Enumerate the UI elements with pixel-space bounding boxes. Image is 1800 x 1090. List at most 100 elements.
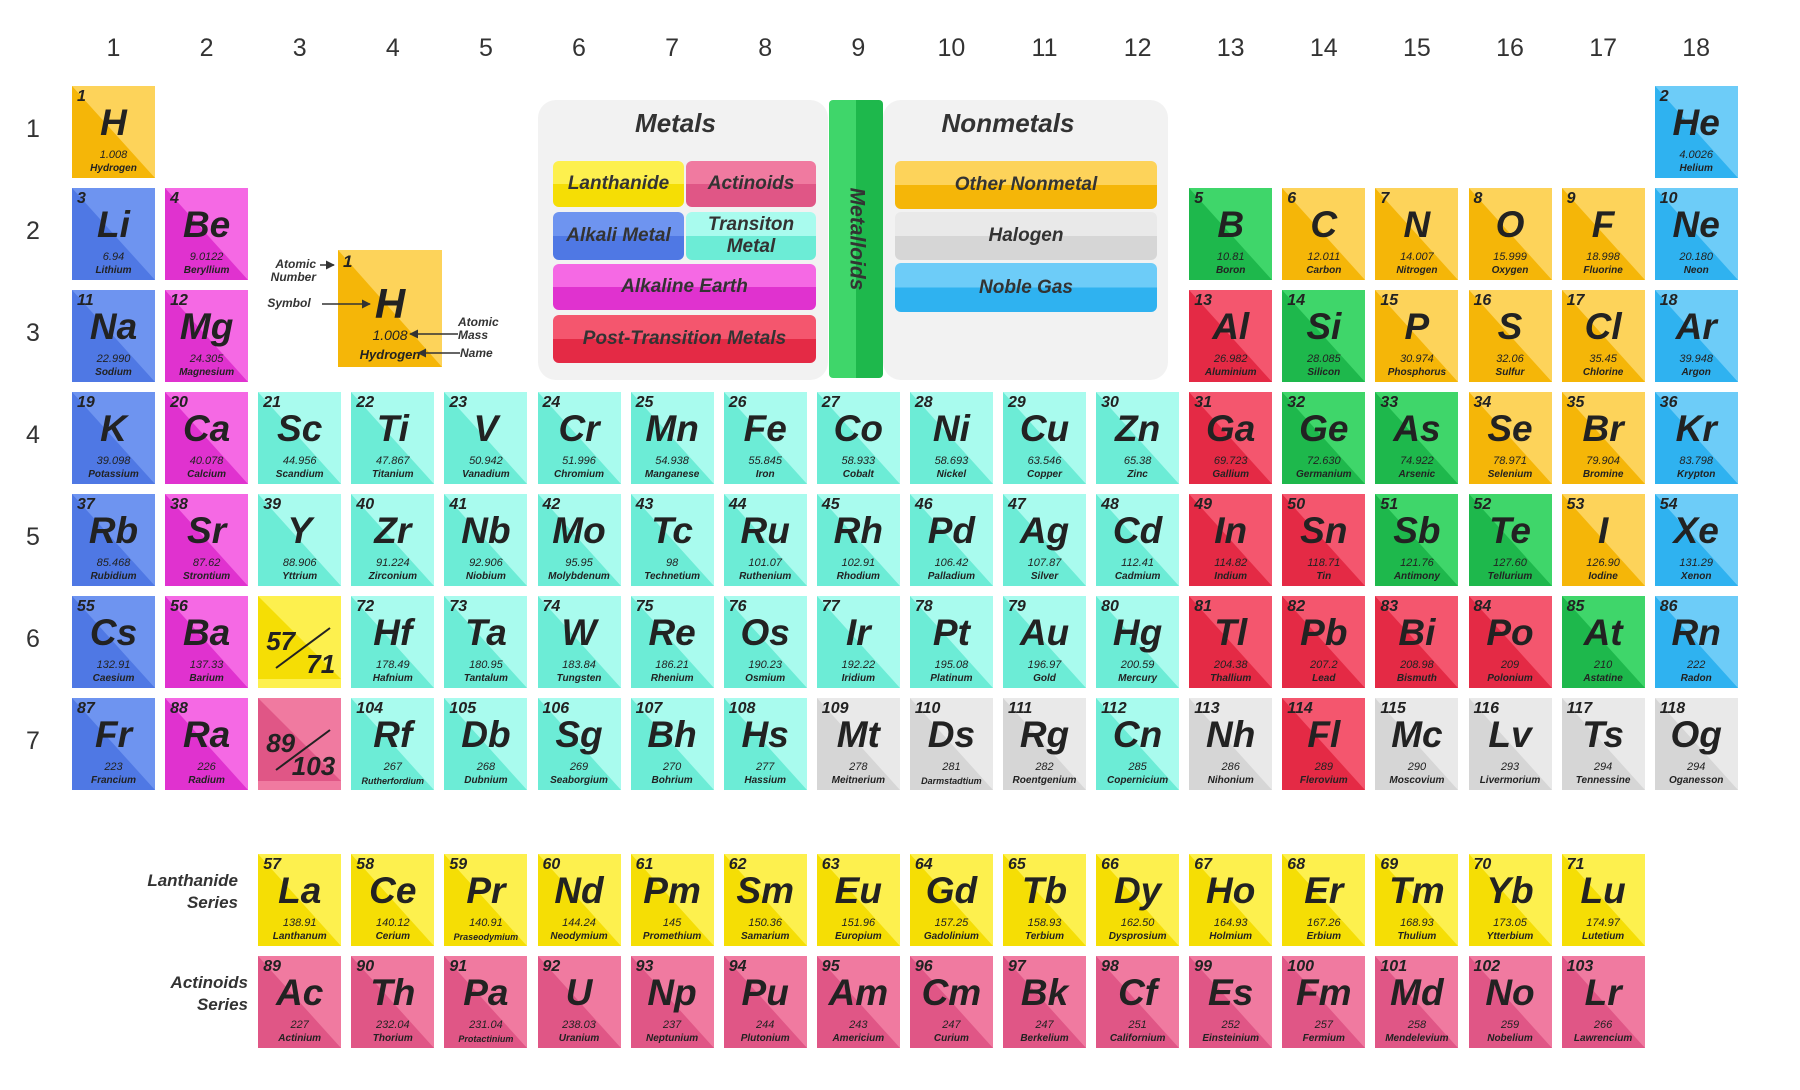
element-mt[interactable]: 109 Mt 278 Meitnerium bbox=[816, 698, 900, 790]
element-rn[interactable]: 86 Rn 222 Radon bbox=[1654, 596, 1738, 688]
element-la[interactable]: 57 La 138.91 Lanthanum bbox=[258, 854, 342, 946]
element-eu[interactable]: 63 Eu 151.96 Europium bbox=[816, 854, 900, 946]
element-p[interactable]: 15 P 30.974 Phosphorus bbox=[1375, 290, 1459, 382]
element-ds[interactable]: 110 Ds 281 Darmstadtium bbox=[909, 698, 993, 790]
element-pt[interactable]: 78 Pt 195.08 Platinum bbox=[909, 596, 993, 688]
element-be[interactable]: 4 Be 9.0122 Beryllium bbox=[165, 188, 249, 280]
element-cn[interactable]: 112 Cn 285 Copernicium bbox=[1096, 698, 1180, 790]
element-nh[interactable]: 113 Nh 286 Nihonium bbox=[1189, 698, 1273, 790]
element-re[interactable]: 75 Re 186.21 Rhenium bbox=[630, 596, 714, 688]
element-pm[interactable]: 61 Pm 145 Promethium bbox=[630, 854, 714, 946]
element-tb[interactable]: 65 Tb 158.93 Terbium bbox=[1003, 854, 1086, 946]
element-ga[interactable]: 31 Ga 69.723 Gallium bbox=[1189, 392, 1273, 484]
element-hs[interactable]: 108 Hs 277 Hassium bbox=[723, 698, 807, 790]
element-sr[interactable]: 38 Sr 87.62 Strontium bbox=[165, 494, 249, 586]
element-dy[interactable]: 66 Dy 162.50 Dysprosium bbox=[1096, 854, 1180, 946]
element-se[interactable]: 34 Se 78.971 Selenium bbox=[1468, 392, 1552, 484]
element-gd[interactable]: 64 Gd 157.25 Gadolinium bbox=[909, 854, 993, 946]
element-c[interactable]: 6 C 12.011 Carbon bbox=[1282, 188, 1366, 280]
element-os[interactable]: 76 Os 190.23 Osmium bbox=[723, 596, 807, 688]
element-sm[interactable]: 62 Sm 150.36 Samarium bbox=[723, 854, 807, 946]
element-ts[interactable]: 117 Ts 294 Tennessine bbox=[1561, 698, 1645, 790]
element-ti[interactable]: 22 Ti 47.867 Titanium bbox=[351, 392, 435, 484]
element-xe[interactable]: 54 Xe 131.29 Xenon bbox=[1654, 494, 1738, 586]
element-bh[interactable]: 107 Bh 270 Bohrium bbox=[630, 698, 714, 790]
element-si[interactable]: 14 Si 28.085 Silicon bbox=[1282, 290, 1366, 382]
element-br[interactable]: 35 Br 79.904 Bromine bbox=[1561, 392, 1645, 484]
element-mo[interactable]: 42 Mo 95.95 Molybdenum bbox=[537, 494, 621, 586]
element-he[interactable]: 2 He 4.0026 Helium bbox=[1654, 86, 1738, 178]
element-zn[interactable]: 30 Zn 65.38 Zinc bbox=[1096, 392, 1180, 484]
element-pu[interactable]: 94 Pu 244 Plutonium bbox=[723, 956, 807, 1048]
element-y[interactable]: 39 Y 88.906 Yttrium bbox=[258, 494, 342, 586]
element-mg[interactable]: 12 Mg 24.305 Magnesium bbox=[165, 290, 249, 382]
element-es[interactable]: 99 Es 252 Einsteinium bbox=[1189, 956, 1273, 1048]
element-ge[interactable]: 32 Ge 72.630 Germanium bbox=[1282, 392, 1366, 484]
element-ne[interactable]: 10 Ne 20.180 Neon bbox=[1654, 188, 1738, 280]
element-tm[interactable]: 69 Tm 168.93 Thulium bbox=[1375, 854, 1459, 946]
element-cd[interactable]: 48 Cd 112.41 Cadmium bbox=[1096, 494, 1180, 586]
element-sc[interactable]: 21 Sc 44.956 Scandium bbox=[258, 392, 342, 484]
element-au[interactable]: 79 Au 196.97 Gold bbox=[1003, 596, 1086, 688]
element-tc[interactable]: 43 Tc 98 Technetium bbox=[630, 494, 714, 586]
element-ta[interactable]: 73 Ta 180.95 Tantalum bbox=[444, 596, 528, 688]
element-th[interactable]: 90 Th 232.04 Thorium bbox=[351, 956, 435, 1048]
element-in[interactable]: 49 In 114.82 Indium bbox=[1189, 494, 1273, 586]
element-s[interactable]: 16 S 32.06 Sulfur bbox=[1468, 290, 1552, 382]
element-cm[interactable]: 96 Cm 247 Curium bbox=[909, 956, 993, 1048]
element-nd[interactable]: 60 Nd 144.24 Neodymium bbox=[537, 854, 621, 946]
element-fr[interactable]: 87 Fr 223 Francium bbox=[72, 698, 155, 790]
element-hf[interactable]: 72 Hf 178.49 Hafnium bbox=[351, 596, 435, 688]
element-cl[interactable]: 17 Cl 35.45 Chlorine bbox=[1561, 290, 1645, 382]
element-at[interactable]: 85 At 210 Astatine bbox=[1561, 596, 1645, 688]
element-i[interactable]: 53 I 126.90 Iodine bbox=[1561, 494, 1645, 586]
element-n[interactable]: 7 N 14.007 Nitrogen bbox=[1375, 188, 1459, 280]
element-mn[interactable]: 25 Mn 54.938 Manganese bbox=[630, 392, 714, 484]
element-fl[interactable]: 114 Fl 289 Flerovium bbox=[1282, 698, 1366, 790]
element-cs[interactable]: 55 Cs 132.91 Caesium bbox=[72, 596, 155, 688]
element-te[interactable]: 52 Te 127.60 Tellurium bbox=[1468, 494, 1552, 586]
element-bi[interactable]: 83 Bi 208.98 Bismuth bbox=[1375, 596, 1459, 688]
element-no[interactable]: 102 No 259 Nobelium bbox=[1468, 956, 1552, 1048]
element-bk[interactable]: 97 Bk 247 Berkelium bbox=[1003, 956, 1086, 1048]
element-nb[interactable]: 41 Nb 92.906 Niobium bbox=[444, 494, 528, 586]
element-na[interactable]: 11 Na 22.990 Sodium bbox=[72, 290, 155, 382]
element-f[interactable]: 9 F 18.998 Fluorine bbox=[1561, 188, 1645, 280]
element-kr[interactable]: 36 Kr 83.798 Krypton bbox=[1654, 392, 1738, 484]
element-er[interactable]: 68 Er 167.26 Erbium bbox=[1282, 854, 1366, 946]
element-lr[interactable]: 103 Lr 266 Lawrencium bbox=[1561, 956, 1645, 1048]
element-rf[interactable]: 104 Rf 267 Rutherfordium bbox=[351, 698, 435, 790]
element-ag[interactable]: 47 Ag 107.87 Silver bbox=[1003, 494, 1086, 586]
element-ra[interactable]: 88 Ra 226 Radium bbox=[165, 698, 249, 790]
element-ni[interactable]: 28 Ni 58.693 Nickel bbox=[909, 392, 993, 484]
element-lu[interactable]: 71 Lu 174.97 Lutetium bbox=[1561, 854, 1645, 946]
element-b[interactable]: 5 B 10.81 Boron bbox=[1189, 188, 1273, 280]
element-ru[interactable]: 44 Ru 101.07 Ruthenium bbox=[723, 494, 807, 586]
element-tl[interactable]: 81 Tl 204.38 Thallium bbox=[1189, 596, 1273, 688]
element-ho[interactable]: 67 Ho 164.93 Holmium bbox=[1189, 854, 1273, 946]
element-pr[interactable]: 59 Pr 140.91 Praseodymium bbox=[444, 854, 528, 946]
element-h[interactable]: 1 H 1.008 Hydrogen bbox=[72, 86, 155, 178]
element-ba[interactable]: 56 Ba 137.33 Barium bbox=[165, 596, 249, 688]
element-pa[interactable]: 91 Pa 231.04 Protactinium bbox=[444, 956, 528, 1048]
element-og[interactable]: 118 Og 294 Oganesson bbox=[1654, 698, 1738, 790]
element-ca[interactable]: 20 Ca 40.078 Calcium bbox=[165, 392, 249, 484]
element-rh[interactable]: 45 Rh 102.91 Rhodium bbox=[816, 494, 900, 586]
element-k[interactable]: 19 K 39.098 Potassium bbox=[72, 392, 155, 484]
element-v[interactable]: 23 V 50.942 Vanadium bbox=[444, 392, 528, 484]
element-fe[interactable]: 26 Fe 55.845 Iron bbox=[723, 392, 807, 484]
element-yb[interactable]: 70 Yb 173.05 Ytterbium bbox=[1468, 854, 1552, 946]
element-w[interactable]: 74 W 183.84 Tungsten bbox=[537, 596, 621, 688]
element-ar[interactable]: 18 Ar 39.948 Argon bbox=[1654, 290, 1738, 382]
element-cf[interactable]: 98 Cf 251 Californium bbox=[1096, 956, 1180, 1048]
element-fm[interactable]: 100 Fm 257 Fermium bbox=[1282, 956, 1366, 1048]
element-sb[interactable]: 51 Sb 121.76 Antimony bbox=[1375, 494, 1459, 586]
element-pd[interactable]: 46 Pd 106.42 Palladium bbox=[909, 494, 993, 586]
element-zr[interactable]: 40 Zr 91.224 Zirconium bbox=[351, 494, 435, 586]
element-rg[interactable]: 111 Rg 282 Roentgenium bbox=[1003, 698, 1086, 790]
element-db[interactable]: 105 Db 268 Dubnium bbox=[444, 698, 528, 790]
element-mc[interactable]: 115 Mc 290 Moscovium bbox=[1375, 698, 1459, 790]
element-ce[interactable]: 58 Ce 140.12 Cerium bbox=[351, 854, 435, 946]
element-u[interactable]: 92 U 238.03 Uranium bbox=[537, 956, 621, 1048]
element-np[interactable]: 93 Np 237 Neptunium bbox=[630, 956, 714, 1048]
